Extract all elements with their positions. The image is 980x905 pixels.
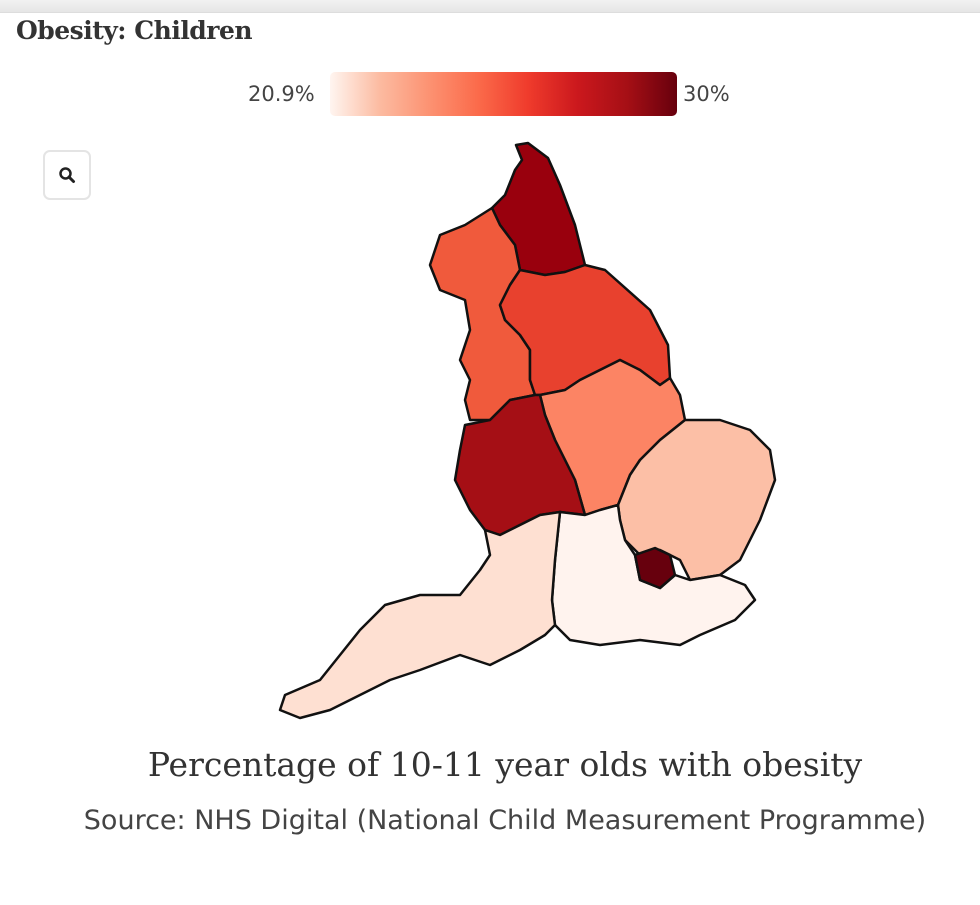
map-caption: Percentage of 10-11 year olds with obesi…	[147, 745, 863, 784]
legend-max-label: 30%	[683, 82, 730, 106]
search-icon	[59, 167, 75, 183]
color-scale-bar	[330, 72, 677, 116]
legend-min-label: 20.9%	[248, 82, 315, 106]
region-south-west[interactable]	[278, 510, 562, 720]
top-bar	[0, 0, 980, 13]
source-note: Source: NHS Digital (National Child Meas…	[83, 805, 927, 836]
page-title: Obesity: Children	[16, 16, 253, 45]
region-london[interactable]	[633, 546, 677, 590]
zoom-button[interactable]	[43, 150, 91, 200]
